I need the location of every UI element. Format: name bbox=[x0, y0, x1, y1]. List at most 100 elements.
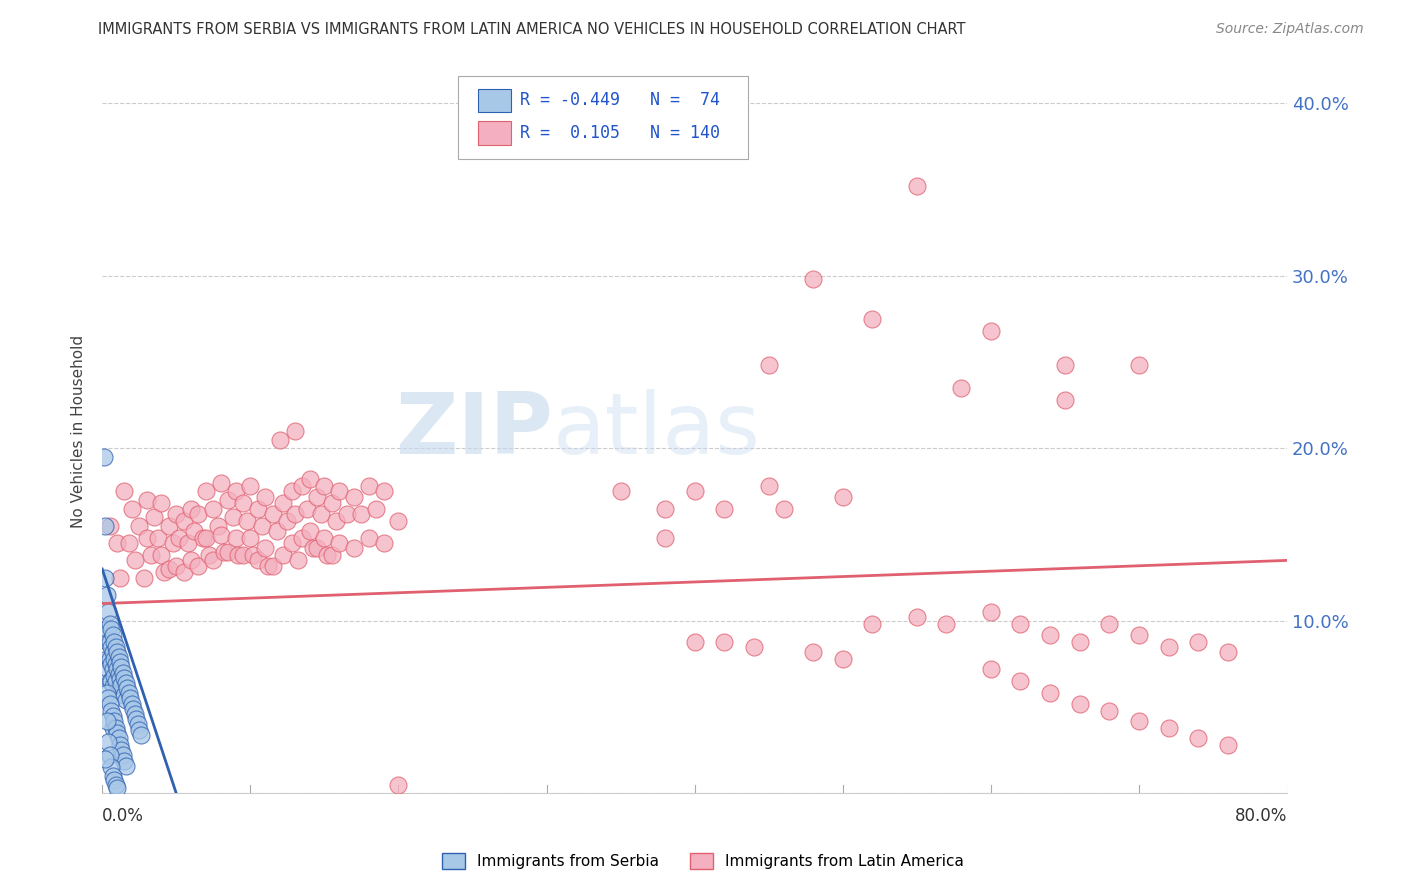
Point bbox=[112, 671, 135, 685]
Text: 80.0%: 80.0% bbox=[1234, 807, 1286, 825]
Point bbox=[207, 519, 229, 533]
Point bbox=[284, 424, 307, 438]
Point bbox=[281, 536, 304, 550]
Point bbox=[143, 510, 166, 524]
Point bbox=[321, 496, 343, 510]
Point bbox=[101, 708, 124, 723]
Point bbox=[350, 507, 373, 521]
Point bbox=[343, 490, 366, 504]
Point bbox=[801, 645, 824, 659]
Point bbox=[98, 519, 121, 533]
Point bbox=[609, 484, 631, 499]
Point bbox=[654, 501, 676, 516]
Point bbox=[801, 272, 824, 286]
Point bbox=[128, 519, 150, 533]
Point bbox=[96, 588, 118, 602]
Point bbox=[246, 501, 269, 516]
Text: R = -0.449   N =  74: R = -0.449 N = 74 bbox=[520, 91, 720, 110]
Point bbox=[96, 652, 118, 666]
FancyBboxPatch shape bbox=[458, 76, 748, 159]
Point bbox=[266, 524, 288, 538]
Point bbox=[103, 652, 125, 666]
Point bbox=[239, 531, 262, 545]
Text: ZIP: ZIP bbox=[395, 390, 553, 473]
Point bbox=[118, 686, 141, 700]
Point bbox=[328, 536, 350, 550]
Point bbox=[112, 754, 135, 768]
Point bbox=[1053, 359, 1076, 373]
Point bbox=[980, 324, 1002, 338]
Point bbox=[97, 734, 120, 748]
Point bbox=[860, 311, 883, 326]
Point bbox=[325, 514, 347, 528]
Point bbox=[387, 514, 409, 528]
Point bbox=[108, 655, 131, 669]
Point bbox=[104, 778, 127, 792]
Bar bbox=[478, 121, 510, 145]
Point bbox=[217, 493, 239, 508]
Point bbox=[94, 519, 117, 533]
Point bbox=[180, 501, 202, 516]
Point bbox=[96, 623, 118, 637]
Point bbox=[110, 660, 132, 674]
Point bbox=[305, 490, 328, 504]
Point bbox=[228, 548, 250, 562]
Point bbox=[139, 548, 162, 562]
Point bbox=[97, 691, 120, 706]
Point bbox=[860, 617, 883, 632]
Point bbox=[194, 531, 217, 545]
Point bbox=[127, 717, 149, 731]
Point bbox=[98, 674, 121, 689]
Point bbox=[772, 501, 794, 516]
Point bbox=[107, 731, 129, 746]
Point bbox=[742, 640, 765, 654]
Point bbox=[262, 507, 284, 521]
Point bbox=[328, 484, 350, 499]
Point bbox=[157, 562, 180, 576]
Point bbox=[1098, 704, 1121, 718]
Point bbox=[980, 662, 1002, 676]
Point bbox=[191, 531, 214, 545]
Point bbox=[1187, 634, 1209, 648]
Point bbox=[104, 657, 127, 671]
Point bbox=[262, 558, 284, 573]
Point bbox=[271, 496, 294, 510]
Point bbox=[105, 726, 128, 740]
Point bbox=[225, 531, 247, 545]
Point bbox=[94, 752, 117, 766]
Point bbox=[97, 662, 120, 676]
Point bbox=[107, 667, 129, 681]
Point bbox=[758, 359, 780, 373]
Point bbox=[905, 610, 928, 624]
Point bbox=[103, 634, 125, 648]
Point bbox=[202, 501, 225, 516]
Point bbox=[150, 496, 173, 510]
Point bbox=[291, 479, 314, 493]
Point bbox=[128, 723, 150, 737]
Point bbox=[1098, 617, 1121, 632]
Point bbox=[314, 479, 336, 493]
Point bbox=[336, 507, 359, 521]
Point bbox=[366, 501, 388, 516]
Point bbox=[150, 548, 173, 562]
Text: IMMIGRANTS FROM SERBIA VS IMMIGRANTS FROM LATIN AMERICA NO VEHICLES IN HOUSEHOLD: IMMIGRANTS FROM SERBIA VS IMMIGRANTS FRO… bbox=[98, 22, 966, 37]
Point bbox=[343, 541, 366, 556]
Point bbox=[242, 548, 264, 562]
Point bbox=[1010, 617, 1032, 632]
Point bbox=[905, 178, 928, 193]
Point bbox=[105, 536, 128, 550]
Point bbox=[101, 645, 124, 659]
Point bbox=[103, 772, 125, 787]
Text: atlas: atlas bbox=[553, 390, 761, 473]
Point bbox=[110, 743, 132, 757]
Point bbox=[321, 548, 343, 562]
Point bbox=[104, 640, 127, 654]
Point bbox=[1157, 640, 1180, 654]
Point bbox=[276, 514, 298, 528]
Point bbox=[165, 507, 187, 521]
Point bbox=[357, 531, 380, 545]
Point bbox=[209, 527, 232, 541]
Point bbox=[108, 738, 131, 752]
Point bbox=[98, 697, 121, 711]
Point bbox=[108, 571, 131, 585]
